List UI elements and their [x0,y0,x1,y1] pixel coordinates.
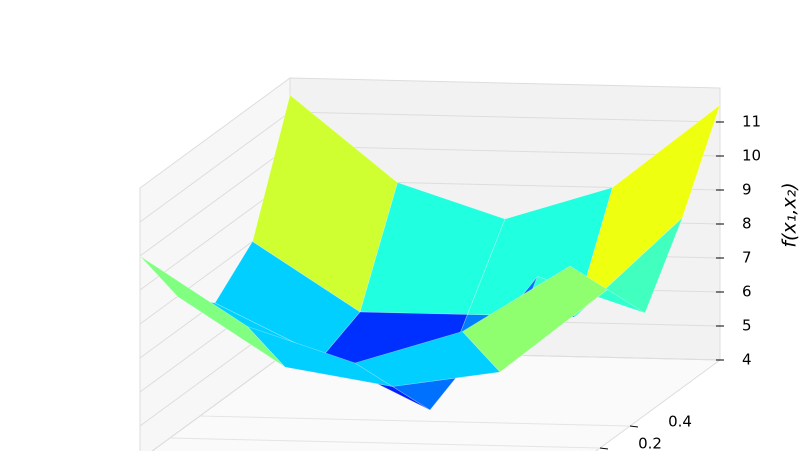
z-tick-label: 10 [742,147,761,165]
grid-line [151,349,291,451]
y-tick [599,447,609,450]
z-axis-label: f(x₁,x₂) [779,182,800,247]
z-tick-label: 9 [742,181,752,199]
z-tick-label: 4 [742,351,752,369]
surface-patch [462,265,609,373]
z-tick-label: 8 [742,215,752,233]
z-tick-label: 6 [742,283,752,301]
y-tick-label: 0.2 [638,435,662,451]
grid-line [139,145,291,257]
z-tick-label: 7 [742,249,752,267]
z-tick-label: 11 [742,113,761,131]
grid-line [289,145,721,157]
grid-line [169,437,601,449]
z-tick-label: 5 [742,317,752,335]
y-tick [629,425,639,428]
grid-line [289,111,721,123]
grid-line [199,415,631,427]
grid-line [139,111,291,223]
y-tick-label: 0.4 [668,413,692,431]
